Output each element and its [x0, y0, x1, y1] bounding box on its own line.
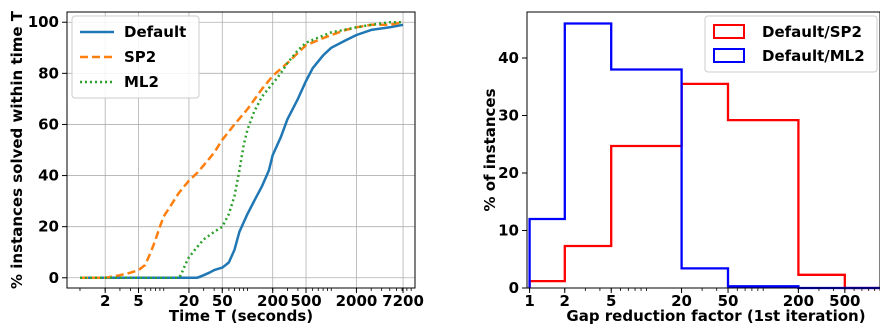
- y-tick-label: 0: [49, 269, 59, 287]
- cdf-y-axis-label: % instances solved within time T: [8, 10, 26, 289]
- y-tick-label: 80: [38, 64, 59, 82]
- y-tick-label: 40: [498, 49, 519, 67]
- histogram-legend: Default/SP2 Default/ML2: [705, 16, 877, 72]
- y-tick-label: 20: [38, 218, 59, 236]
- legend-label-default: Default: [124, 23, 186, 41]
- x-tick-label: 5: [133, 292, 143, 310]
- cdf-legend: Default SP2 ML2: [72, 16, 199, 98]
- y-tick-label: 60: [38, 115, 59, 133]
- y-tick-label: 0: [509, 279, 519, 297]
- histogram-x-axis-label: Gap reduction factor (1st iteration): [566, 307, 865, 325]
- histogram-y-axis-label: % of instances: [481, 88, 499, 211]
- legend-label-sp2: SP2: [124, 48, 156, 66]
- y-tick-label: 10: [498, 222, 519, 240]
- x-tick-label: 7200: [382, 292, 424, 310]
- y-tick-label: 100: [28, 13, 59, 31]
- y-tick-label: 40: [38, 167, 59, 185]
- cdf-x-axis-label: Time T (seconds): [169, 307, 313, 325]
- hist-step-default-sp2: [530, 84, 880, 288]
- legend-label-default-ml2: Default/ML2: [762, 47, 865, 65]
- y-tick-label: 20: [498, 164, 519, 182]
- x-tick-label: 2: [100, 292, 110, 310]
- legend-label-ml2: ML2: [124, 73, 159, 91]
- x-tick-label: 2000: [336, 292, 378, 310]
- y-tick-label: 30: [498, 107, 519, 125]
- legend-label-default-sp2: Default/SP2: [762, 23, 862, 41]
- x-tick-label: 1: [524, 292, 534, 310]
